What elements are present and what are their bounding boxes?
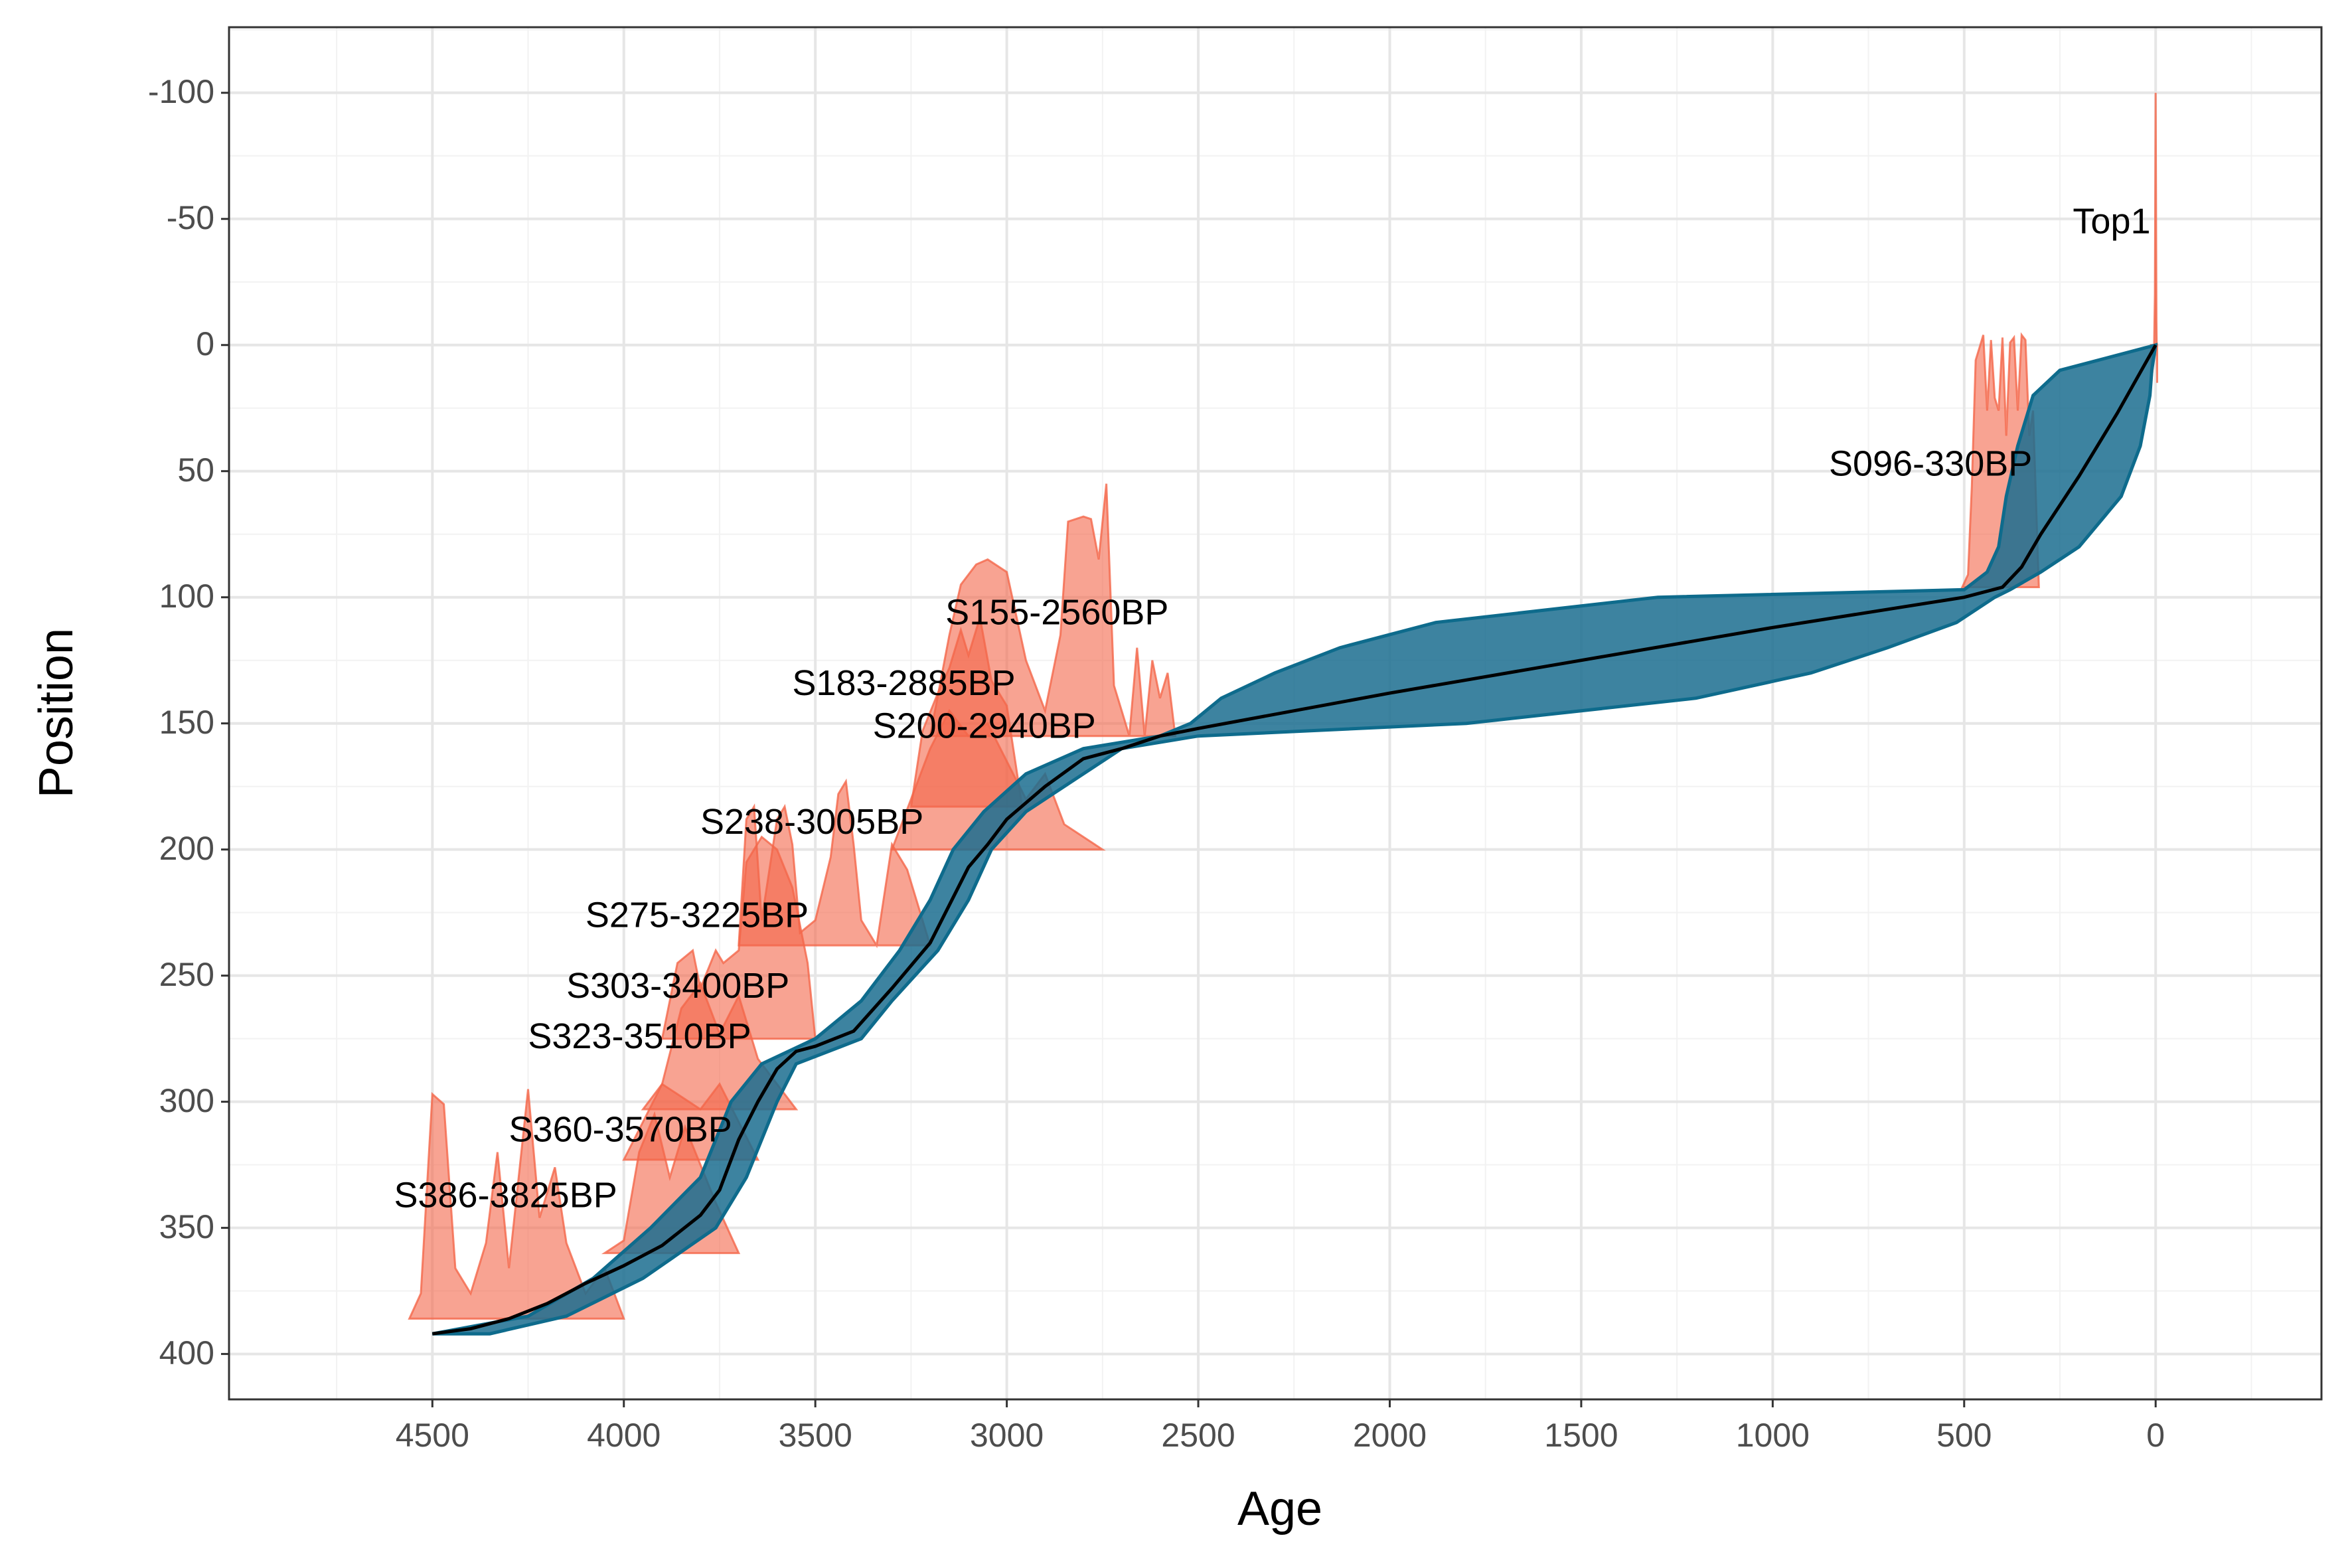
y-tick-label: 100 <box>159 578 214 615</box>
date-label: S275-3225BP <box>586 896 809 935</box>
y-tick-label: 350 <box>159 1208 214 1245</box>
y-tick-label: -100 <box>148 73 214 110</box>
date-label: S303-3400BP <box>566 966 789 1006</box>
y-tick-label: -50 <box>167 199 214 236</box>
y-tick-label: 250 <box>159 956 214 993</box>
y-tick-label: 200 <box>159 830 214 867</box>
x-tick-label: 1500 <box>1544 1417 1618 1454</box>
date-label: S360-3570BP <box>509 1110 732 1150</box>
x-tick-label: 3000 <box>970 1417 1044 1454</box>
date-density <box>890 708 1106 851</box>
x-axis-title: Age <box>1237 1482 1322 1535</box>
date-label: S386-3825BP <box>394 1175 617 1215</box>
y-tick-label: 300 <box>159 1082 214 1119</box>
x-tick-label: 1000 <box>1736 1417 1810 1454</box>
x-tick-label: 500 <box>1936 1417 1992 1454</box>
median-line <box>431 344 2157 1336</box>
y-tick-label: 50 <box>177 451 214 489</box>
y-tick-label: 150 <box>159 704 214 741</box>
y-tick-label: 400 <box>159 1334 214 1372</box>
x-tick-label: 2500 <box>1161 1417 1235 1454</box>
date-label: S323-3510BP <box>528 1016 751 1056</box>
panel-border <box>228 26 2323 1401</box>
date-label: S238-3005BP <box>700 802 923 842</box>
x-tick-label: 3500 <box>779 1417 852 1454</box>
y-axis-title: Position <box>30 628 83 798</box>
date-label: S200-2940BP <box>873 706 1096 746</box>
x-tick-label: 2000 <box>1353 1417 1427 1454</box>
date-label: S183-2885BP <box>792 663 1015 703</box>
date-density <box>929 483 1177 738</box>
x-tick-label: 4000 <box>587 1417 661 1454</box>
y-tick-label: 0 <box>196 325 214 362</box>
x-tick-label: 0 <box>2146 1417 2165 1454</box>
date-label: Top1 <box>2073 202 2150 242</box>
date-label: S155-2560BP <box>945 593 1168 633</box>
confidence-band <box>431 343 2158 1336</box>
x-tick-label: 4500 <box>396 1417 469 1454</box>
date-label: S096-330BP <box>1829 443 2032 483</box>
